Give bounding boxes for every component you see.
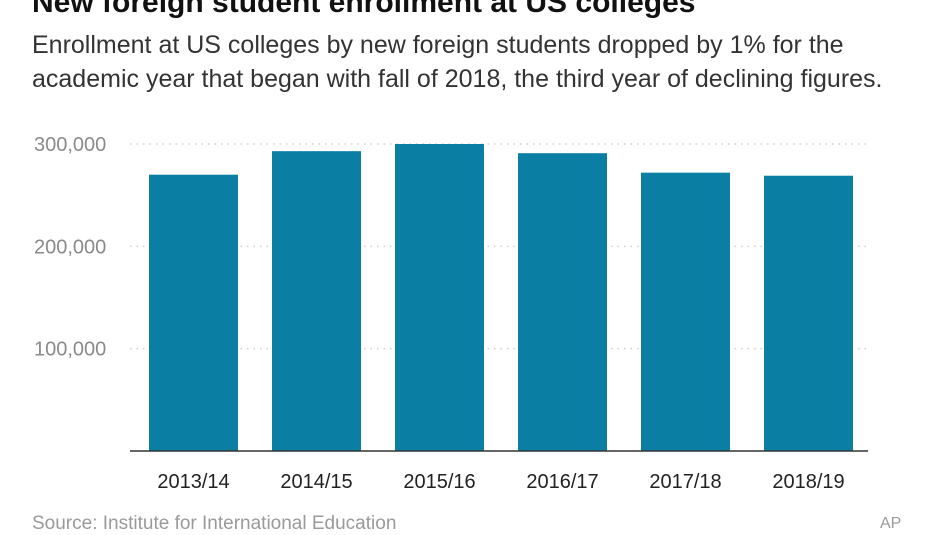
x-category-label: 2013/14 [157,471,229,493]
source-note: Source: Institute for International Educ… [32,513,397,534]
bar-2015-16 [395,144,484,451]
bar-2014-15 [272,151,361,451]
chart-subtitle: Enrollment at US colleges by new foreign… [32,31,883,93]
x-category-label: 2015/16 [403,471,475,493]
bar-2013-14 [149,174,238,451]
y-axis-tick-labels: 100,000 200,000 300,000 [34,134,106,361]
x-category-label: 2018/19 [772,471,844,493]
y-tick-label: 300,000 [34,134,106,156]
credit-logo: AP [880,515,902,532]
bars [149,144,853,452]
x-category-label: 2014/15 [280,471,352,493]
x-category-label: 2017/18 [649,471,721,493]
y-tick-label: 200,000 [34,236,106,258]
chart-title: New foreign student enrollment at US col… [32,0,696,19]
x-category-label: 2016/17 [526,471,598,493]
bar-2017-18 [641,172,730,452]
x-axis-category-labels: 2013/14 2014/15 2015/16 2016/17 2017/18 2018/… [157,471,844,493]
y-tick-label: 100,000 [34,339,106,361]
bar-2016-17 [518,153,607,451]
bar-2018-19 [764,175,853,451]
gridlines [130,143,868,350]
bar-chart: 100,000 200,000 300,000 2013/14 2014/15 2015… [34,134,868,493]
